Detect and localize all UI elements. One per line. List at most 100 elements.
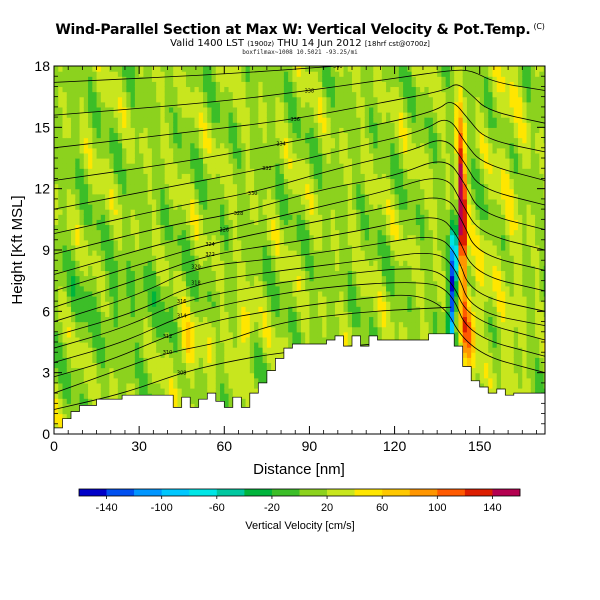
velocity-cell xyxy=(168,336,174,343)
velocity-cell xyxy=(88,367,93,374)
velocity-cell xyxy=(151,296,157,302)
velocity-cell xyxy=(100,106,106,113)
velocity-cell xyxy=(126,127,132,134)
velocity-cell xyxy=(279,76,285,82)
velocity-cell xyxy=(134,147,140,154)
velocity-cell xyxy=(279,193,285,200)
velocity-cell xyxy=(151,81,157,88)
velocity-cell xyxy=(266,270,272,277)
velocity-cell xyxy=(334,86,340,93)
velocity-cell xyxy=(160,388,166,394)
velocity-cell xyxy=(296,81,302,88)
velocity-cell xyxy=(300,270,306,277)
velocity-cell xyxy=(139,224,144,231)
velocity-cell xyxy=(105,158,110,164)
velocity-cell xyxy=(326,260,332,266)
velocity-cell xyxy=(215,326,221,333)
velocity-cell xyxy=(245,347,251,353)
velocity-cell xyxy=(126,71,132,77)
velocity-cell xyxy=(75,290,81,297)
velocity-cell xyxy=(173,275,179,282)
velocity-cell xyxy=(198,163,204,169)
velocity-cell xyxy=(83,342,89,348)
velocity-cell xyxy=(130,71,136,77)
velocity-cell xyxy=(181,316,187,323)
velocity-cell xyxy=(130,142,136,149)
velocity-cell xyxy=(207,265,213,272)
velocity-cell xyxy=(177,198,183,205)
velocity-cell xyxy=(122,301,127,307)
velocity-cell xyxy=(88,326,93,333)
velocity-cell xyxy=(113,193,119,200)
velocity-cell xyxy=(207,285,213,292)
velocity-cell xyxy=(237,382,242,389)
velocity-cell xyxy=(113,183,119,190)
velocity-cell xyxy=(151,367,157,374)
velocity-cell xyxy=(258,132,264,139)
velocity-cell xyxy=(54,198,59,205)
velocity-cell xyxy=(181,127,187,134)
velocity-cell xyxy=(258,372,264,379)
velocity-cell xyxy=(66,285,72,292)
velocity-cell xyxy=(211,147,217,154)
velocity-cell xyxy=(139,336,144,343)
velocity-cell xyxy=(334,275,340,282)
velocity-cell xyxy=(122,280,127,287)
velocity-cell xyxy=(79,372,85,379)
velocity-cell xyxy=(117,229,123,236)
velocity-cell xyxy=(266,336,272,343)
velocity-cell xyxy=(326,71,332,77)
velocity-cell xyxy=(211,311,217,318)
velocity-cell xyxy=(177,168,183,174)
velocity-cell xyxy=(343,86,349,93)
velocity-cell xyxy=(177,152,183,159)
velocity-cell xyxy=(88,101,93,108)
velocity-cell xyxy=(83,101,89,108)
velocity-cell xyxy=(113,219,119,226)
velocity-cell xyxy=(305,270,311,277)
velocity-cell xyxy=(220,91,225,98)
velocity-cell xyxy=(215,382,221,389)
velocity-cell xyxy=(245,168,251,174)
velocity-cell xyxy=(254,285,259,292)
velocity-cell xyxy=(100,316,106,323)
velocity-cell xyxy=(215,158,221,164)
velocity-cell xyxy=(100,158,106,164)
velocity-cell xyxy=(83,372,89,379)
velocity-cell xyxy=(305,239,311,246)
velocity-cell xyxy=(160,219,166,226)
velocity-cell xyxy=(181,137,187,144)
velocity-cell xyxy=(100,275,106,282)
velocity-cell xyxy=(96,209,102,215)
velocity-cell xyxy=(292,152,298,159)
velocity-cell xyxy=(211,306,217,312)
velocity-cell xyxy=(266,71,272,77)
velocity-cell xyxy=(62,290,68,297)
velocity-cell xyxy=(105,76,110,82)
velocity-cell xyxy=(160,183,166,190)
velocity-cell xyxy=(190,173,196,180)
velocity-cell xyxy=(117,280,123,287)
velocity-cell xyxy=(249,101,255,108)
velocity-cell xyxy=(283,296,289,302)
velocity-cell xyxy=(203,219,208,226)
velocity-cell xyxy=(266,76,272,82)
velocity-cell xyxy=(83,398,89,404)
velocity-cell xyxy=(198,316,204,323)
velocity-cell xyxy=(309,255,315,261)
velocity-cell xyxy=(220,173,225,180)
velocity-cell xyxy=(194,362,200,369)
velocity-cell xyxy=(160,316,166,323)
velocity-cell xyxy=(156,147,162,154)
velocity-cell xyxy=(130,173,136,180)
velocity-cell xyxy=(279,347,285,353)
velocity-cell xyxy=(190,178,196,185)
velocity-cell xyxy=(241,265,247,272)
velocity-cell xyxy=(113,285,119,292)
velocity-cell xyxy=(245,336,251,343)
velocity-cell xyxy=(134,336,140,343)
velocity-cell xyxy=(83,301,89,307)
velocity-cell xyxy=(185,244,191,251)
velocity-cell xyxy=(194,342,200,348)
velocity-cell xyxy=(190,198,196,205)
